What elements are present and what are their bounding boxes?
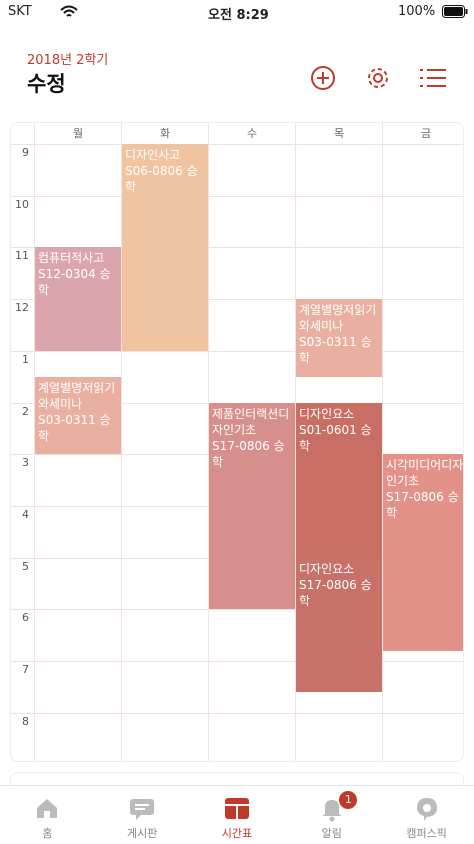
hour-label: 12 xyxy=(15,301,29,315)
hour-label: 4 xyxy=(22,507,29,521)
battery-level: 100% xyxy=(398,4,436,19)
hour-line xyxy=(11,299,463,301)
tab-label: 게시판 xyxy=(127,827,158,840)
course-name: 계열별명저읽기와세미나 xyxy=(299,303,377,334)
tab[interactable]: 알림 1 xyxy=(284,786,379,844)
add-button[interactable] xyxy=(310,65,336,91)
hour-line xyxy=(11,144,463,145)
semester: 2018년 2학기 xyxy=(27,53,109,68)
course-name: 제품인터랙션디자인기초 xyxy=(212,406,290,437)
course-block[interactable]: 디자인요소 S17-0806 승학 xyxy=(296,557,382,692)
course-name: 디자인사고 xyxy=(125,148,181,162)
course-block[interactable]: 디자인요소 S01-0601 승학 xyxy=(296,402,382,558)
hour-line xyxy=(11,661,463,662)
tab-icon xyxy=(130,799,155,820)
course-block[interactable]: 디자인사고 S06-0806 승학 xyxy=(122,144,208,351)
status-bar: SKT 오전 8:29 100% xyxy=(0,0,474,24)
clock: 오전 8:29 xyxy=(208,8,269,23)
day-header: 목 xyxy=(295,123,382,144)
course-name: 디자인요소 xyxy=(299,406,355,421)
day-line xyxy=(382,123,383,761)
menu-button[interactable] xyxy=(419,67,447,89)
course-block[interactable]: 컴퓨터적사고 S12-0304 승학 xyxy=(35,247,121,351)
hour-label: 2 xyxy=(22,404,29,418)
hour-line xyxy=(11,609,463,611)
course-name: 컴퓨터적사고 xyxy=(38,251,105,266)
course-room: S03-0311 승학 xyxy=(38,412,111,443)
tab[interactable]: 시간표 xyxy=(190,786,285,844)
tab-label: 알림 xyxy=(321,827,342,840)
hour-line xyxy=(11,247,463,249)
hour-label: 6 xyxy=(22,611,29,625)
course-room: S12-0304 승학 xyxy=(38,267,111,298)
hour-line xyxy=(11,350,463,352)
course-name: 시각미디어디자인기초 xyxy=(386,458,464,489)
course-block[interactable]: 시각미디어디자인기초 S17-0806 승학 xyxy=(383,454,464,651)
day-line xyxy=(34,123,35,761)
day-header: 화 xyxy=(121,123,208,144)
hour-label: 7 xyxy=(22,663,29,676)
hour-label: 3 xyxy=(22,456,29,470)
day-line xyxy=(295,123,296,761)
course-room: S06-0806 승학 xyxy=(125,164,198,194)
hour-line xyxy=(11,712,463,714)
tab-icon xyxy=(37,799,58,818)
tab-label: 캠퍼스픽 xyxy=(406,827,447,840)
course-name: 계열별명저읽기와세미나 xyxy=(38,380,116,411)
day-header: 금 xyxy=(382,123,463,144)
course-room: S17-0806 승학 xyxy=(212,438,285,469)
course-name: 디자인요소 xyxy=(299,561,355,576)
notification-badge: 1 xyxy=(339,791,358,809)
carrier: SKT xyxy=(8,4,32,19)
hour-label: 11 xyxy=(15,249,29,263)
tab-label: 홈 xyxy=(42,827,53,840)
course-room: S01-0601 승학 xyxy=(299,422,372,453)
tab-bar: 홈 게시판 시간표 알림 1 캠퍼스픽 xyxy=(0,785,474,844)
wifi-icon xyxy=(60,5,78,17)
tab-icon xyxy=(224,798,249,819)
course-room: S03-0311 승학 xyxy=(299,335,372,366)
tab-icon xyxy=(416,798,437,821)
hour-label: 9 xyxy=(22,146,29,159)
hour-label: 1 xyxy=(22,352,29,366)
day-line xyxy=(208,123,209,761)
course-block[interactable]: 계열별명저읽기와세미나 S03-0311 승학 xyxy=(35,376,121,455)
settings-button[interactable] xyxy=(365,65,391,91)
hour-label: 5 xyxy=(22,559,29,573)
hour-line xyxy=(11,195,463,197)
page-title: 수정 xyxy=(27,72,66,96)
hour-label: 8 xyxy=(22,714,29,728)
day-line xyxy=(121,123,122,761)
tab[interactable]: 홈 xyxy=(0,786,95,844)
course-block[interactable]: 계열별명저읽기와세미나 S03-0311 승학 xyxy=(296,299,382,377)
day-header: 월 xyxy=(34,123,121,144)
battery-icon xyxy=(442,5,468,18)
tab-icon xyxy=(321,800,342,822)
tab[interactable]: 캠퍼스픽 xyxy=(379,786,474,844)
tab[interactable]: 게시판 xyxy=(95,786,190,844)
course-room: S17-0806 승학 xyxy=(299,577,372,608)
course-block[interactable]: 제품인터랙션디자인기초 S17-0806 승학 xyxy=(209,402,295,610)
tab-label: 시간표 xyxy=(221,827,253,840)
timetable: 9 10 11 12 1 2 3 4 5 6 7 8 월 화 수 목 금 디자인사고 S06-0806 승학 컴퓨터적… xyxy=(10,122,464,762)
day-header: 수 xyxy=(208,123,295,144)
course-room: S17-0806 승학 xyxy=(386,490,459,521)
hour-label: 10 xyxy=(15,197,29,211)
